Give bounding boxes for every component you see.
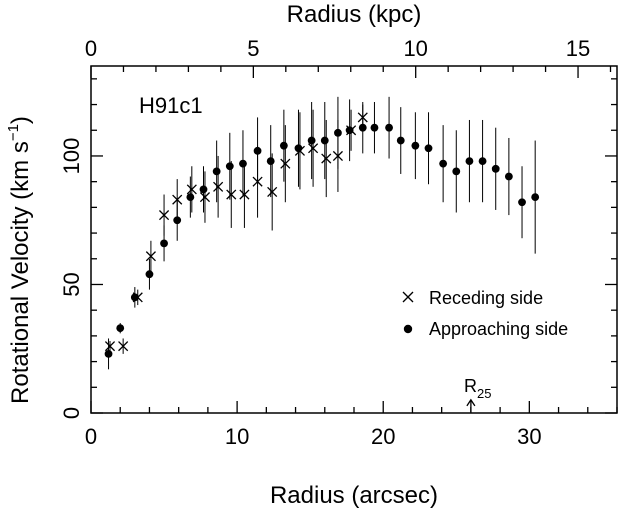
- data-point-approaching-side: [478, 157, 487, 166]
- x2-tick-label: 15: [566, 36, 590, 61]
- data-point-receding-side: [308, 143, 319, 154]
- legend: Receding side Approaching side: [402, 288, 568, 339]
- data-point-approaching-side: [385, 123, 393, 132]
- r25-label-base: R: [464, 376, 477, 396]
- data-point-approaching-side: [439, 159, 448, 168]
- data-point-approaching-side: [345, 126, 354, 135]
- data-point-approaching-side: [531, 193, 540, 201]
- x-tick-label: 0: [85, 424, 97, 449]
- data-point-receding-side: [118, 341, 129, 352]
- legend-marker-receding: [402, 291, 414, 303]
- data-point-approaching-side: [266, 157, 275, 166]
- data-point-receding-side: [199, 192, 211, 203]
- data-point-approaching-side: [212, 167, 221, 176]
- data-point-approaching-side: [518, 198, 526, 207]
- data-point-approaching-side: [199, 185, 208, 194]
- data-point-approaching-side: [130, 293, 139, 302]
- x-tick-label: 10: [225, 424, 249, 449]
- y-tick-label: 0: [59, 407, 84, 419]
- data-point-approaching-side: [104, 349, 113, 358]
- x-tick-label: 30: [517, 424, 541, 449]
- x2-tick-label: 0: [85, 36, 97, 61]
- plot-frame: [90, 65, 618, 414]
- x2-tick-label: 10: [403, 36, 427, 61]
- data-point-approaching-side: [307, 136, 316, 145]
- plot-marks: [104, 96, 540, 370]
- x-axis-title: Radius (arcsec): [270, 482, 438, 509]
- data-point-approaching-side: [370, 123, 379, 132]
- data-point-approaching-side: [320, 136, 329, 145]
- data-point-approaching-side: [225, 162, 234, 171]
- data-point-receding-side: [172, 194, 183, 205]
- data-point-approaching-side: [279, 141, 288, 150]
- data-point-receding-side: [280, 158, 291, 169]
- data-point-approaching-side: [396, 136, 405, 145]
- r25-annotation: R25: [464, 376, 491, 412]
- data-point-approaching-side: [253, 146, 262, 155]
- data-point-approaching-side: [452, 167, 461, 176]
- panel-label: H91c1: [139, 93, 203, 118]
- y-tick-label: 50: [59, 272, 84, 296]
- y-tick-label: 100: [59, 138, 84, 175]
- data-point-receding-side: [145, 251, 156, 262]
- data-point-approaching-side: [116, 324, 125, 333]
- x2-axis-title: Radius (kpc): [287, 1, 422, 28]
- data-point-receding-side: [158, 210, 170, 221]
- x2-tick-label: 5: [247, 36, 259, 61]
- r25-label: R25: [464, 376, 491, 401]
- data-point-approaching-side: [411, 141, 420, 150]
- x-tick-label: 20: [371, 424, 395, 449]
- data-point-approaching-side: [160, 239, 168, 248]
- data-point-receding-side: [321, 153, 332, 164]
- legend-marker-approaching: [403, 324, 413, 334]
- data-point-receding-side: [226, 189, 237, 200]
- r25-label-subscript: 25: [477, 386, 491, 401]
- data-point-approaching-side: [186, 193, 195, 201]
- legend-label-approaching: Approaching side: [429, 319, 568, 339]
- data-point-approaching-side: [239, 159, 247, 168]
- legend-label-receding: Receding side: [429, 288, 543, 308]
- data-point-receding-side: [239, 189, 250, 200]
- data-point-receding-side: [186, 184, 197, 195]
- y-axis-title-main: Rotational Velocity (km s: [7, 141, 34, 404]
- data-point-approaching-side: [358, 123, 367, 132]
- r25-arrow-head: [466, 398, 476, 407]
- y-axis-title-superscript: −1: [5, 124, 22, 141]
- y-axis-title: Rotational Velocity (km s−1): [5, 116, 34, 404]
- data-point-approaching-side: [334, 128, 342, 137]
- y-axis-title-close: ): [7, 116, 34, 124]
- data-point-approaching-side: [173, 216, 182, 225]
- data-point-approaching-side: [504, 172, 513, 181]
- data-point-approaching-side: [465, 157, 474, 166]
- data-point-approaching-side: [491, 164, 500, 173]
- data-point-approaching-side: [294, 144, 303, 153]
- data-point-approaching-side: [145, 270, 154, 279]
- data-point-receding-side: [267, 186, 278, 198]
- axes: 0 10 20 30 0 5 10 15 0 50 100: [59, 36, 618, 449]
- data-point-receding-side: [213, 181, 224, 192]
- data-point-approaching-side: [424, 144, 433, 153]
- data-point-receding-side: [104, 341, 116, 352]
- legend-marker-receding-stroke-b: [402, 291, 414, 303]
